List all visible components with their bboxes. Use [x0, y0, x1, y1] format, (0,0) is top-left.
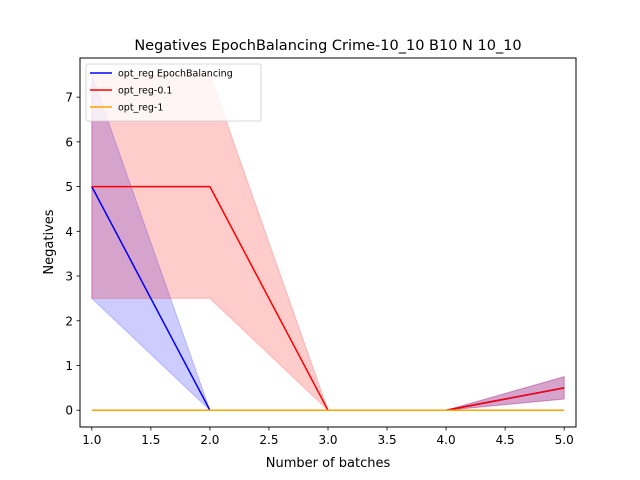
y-tick-label: 4 — [65, 225, 73, 239]
x-tick-label: 2.0 — [200, 433, 219, 447]
x-tick-label: 2.5 — [259, 433, 278, 447]
legend: opt_reg EpochBalancing opt_reg-0.1 opt_reg… — [85, 63, 262, 122]
legend-box — [85, 63, 262, 122]
series-lines — [91, 185, 565, 411]
y-tick-label: 3 — [65, 270, 73, 284]
y-axis: 0 1 2 3 4 5 6 7 — [65, 91, 80, 418]
x-tick-label: 3.5 — [378, 433, 397, 447]
x-tick-label: 1.5 — [141, 433, 160, 447]
x-tick-label: 4.0 — [437, 433, 456, 447]
y-axis-label: Negatives — [42, 209, 57, 274]
y-tick-label: 0 — [65, 404, 73, 418]
x-axis-label: Number of batches — [266, 456, 391, 471]
x-tick-label: 3.0 — [318, 433, 337, 447]
x-tick-label: 4.5 — [496, 433, 515, 447]
legend-label: opt_reg-1 — [118, 103, 163, 114]
legend-label: opt_reg EpochBalancing — [118, 69, 233, 80]
y-tick-label: 5 — [65, 180, 73, 194]
band-opt-reg-0-1 — [91, 74, 565, 411]
legend-label: opt_reg-0.1 — [118, 86, 172, 97]
y-tick-label: 6 — [65, 135, 73, 149]
x-tick-label: 5.0 — [555, 433, 574, 447]
x-tick-label: 1.0 — [82, 433, 101, 447]
y-tick-label: 2 — [65, 314, 73, 328]
y-tick-label: 1 — [65, 359, 73, 373]
chart-title: Negatives EpochBalancing Crime-10_10 B10… — [134, 38, 521, 54]
y-tick-label: 7 — [65, 91, 73, 105]
x-axis: 1.0 1.5 2.0 2.5 3.0 3.5 4.0 4.5 5.0 — [82, 427, 574, 447]
